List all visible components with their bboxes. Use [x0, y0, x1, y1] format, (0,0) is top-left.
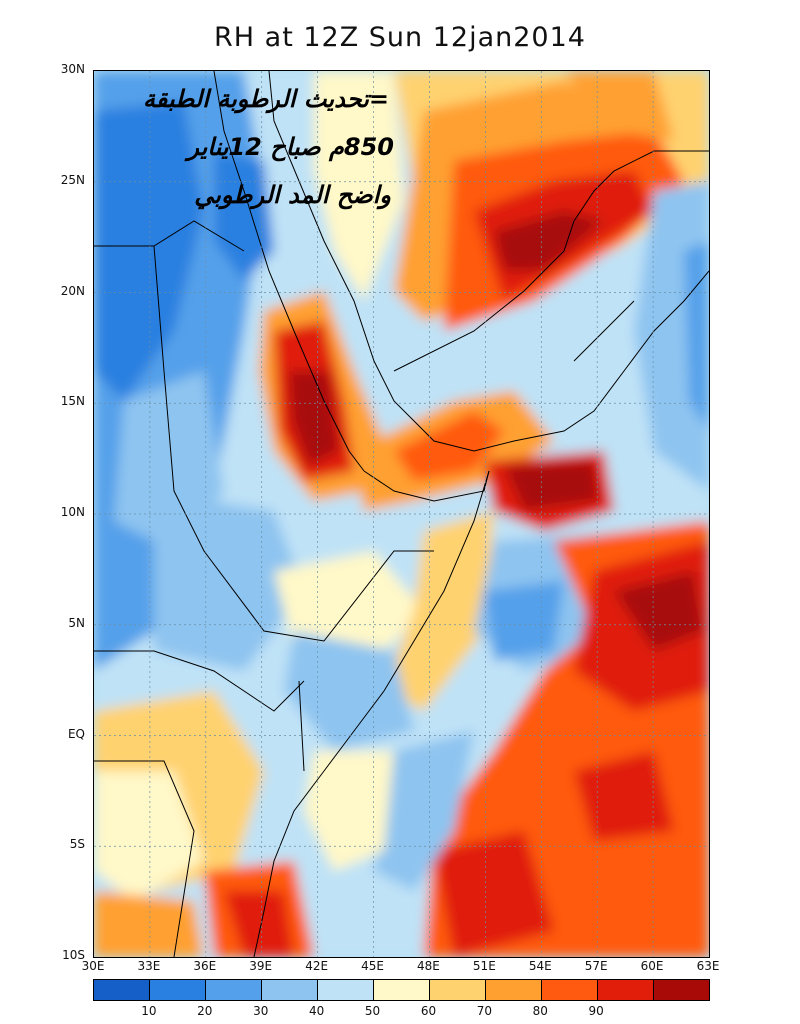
colorbar-swatch [150, 980, 206, 1000]
x-tick-label: 48E [417, 959, 440, 973]
colorbar-label: 90 [588, 1004, 604, 1018]
y-tick-label: 5N [68, 615, 85, 630]
x-tick-label: 60E [640, 959, 664, 973]
map-title: RH at 12Z Sun 12jan2014 [214, 22, 586, 53]
colorbar-swatch [486, 980, 542, 1000]
y-tick-label: 10S [62, 948, 85, 962]
y-tick-label: 20N [60, 283, 85, 298]
rh-map: =تحديث الرطوبة الطبقة 850م صباح 12يناير … [93, 70, 710, 958]
y-tick-label: 30N [60, 62, 85, 76]
y-tick-label: 15N [60, 394, 85, 409]
x-tick-label: 45E [361, 959, 384, 973]
colorbar-label: 20 [197, 1004, 213, 1018]
coastlines [94, 71, 709, 957]
x-tick-label: 36E [193, 959, 217, 973]
x-tick-label: 57E [584, 959, 608, 973]
annotation-line-1: =تحديث الرطوبة الطبقة [142, 85, 389, 113]
y-tick-label: 5S [69, 837, 85, 852]
x-tick-label: 51E [472, 959, 496, 973]
x-tick-label: 33E [137, 959, 161, 973]
colorbar-swatch [262, 980, 318, 1000]
x-tick-label: 39E [249, 959, 273, 973]
y-tick-label: 25N [60, 172, 85, 187]
colorbar-swatch [542, 980, 598, 1000]
rh-field [94, 71, 709, 957]
y-tick-label: 10N [60, 505, 85, 519]
colorbar-swatch [206, 980, 262, 1000]
colorbar-swatch [94, 980, 150, 1000]
colorbar-swatch [598, 980, 654, 1000]
colorbar-label: 40 [308, 1004, 325, 1018]
x-tick-label: 63E [696, 959, 720, 973]
annotation-line-2: 850م صباح 12يناير [187, 133, 394, 161]
colorbar-label: 80 [532, 1004, 548, 1018]
x-tick-label: 54E [528, 959, 552, 973]
colorbar-swatch [430, 980, 486, 1000]
x-tick-label: 30E [81, 959, 105, 973]
annotation-line-3: واضح المد الرطوبي [194, 181, 391, 209]
colorbar-label: 70 [476, 1004, 492, 1018]
colorbar-swatch [654, 980, 709, 1000]
colorbar-swatch [374, 980, 430, 1000]
colorbar-swatch [318, 980, 374, 1000]
rh-map-canvas [94, 71, 709, 957]
colorbar-label: 10 [141, 1004, 157, 1018]
colorbar-label: 50 [364, 1004, 381, 1018]
colorbar-label: 60 [420, 1004, 437, 1018]
colorbar-label: 30 [253, 1004, 269, 1018]
y-tick-label: EQ [67, 726, 85, 741]
colorbar [93, 979, 710, 1001]
x-tick-label: 42E [305, 959, 329, 973]
